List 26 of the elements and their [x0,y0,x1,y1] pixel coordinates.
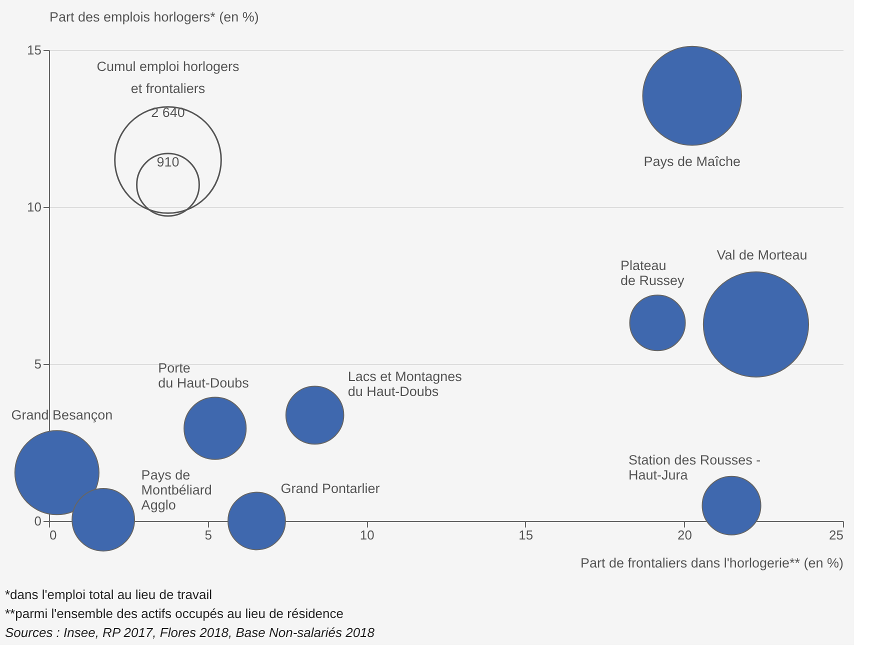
y-axis-title: Part des emplois horlogers* (en %) [50,10,259,24]
series-label: Val de Morteau [716,247,808,262]
x-tick-label: 0 [50,528,57,542]
x-tick-label: 5 [204,528,212,542]
x-tick-label: 25 [829,528,844,542]
legend-label: 910 [156,154,180,170]
source-note: Sources : Insee, RP 2017, Flores 2018, Base Non-salariés 2018 [5,625,376,640]
x-axis-title: Part de frontaliers dans l'horlogerie** (en %) [580,556,844,570]
series-label: Grand Pontarlier [280,481,380,496]
y-tick-label: 15 [27,42,42,58]
x-tick-label: 15 [518,528,534,542]
y-tick-label: 5 [34,356,42,372]
series-label: Station des Rousses - Haut-Jura [628,452,761,483]
text: **parmi l'ensemble des actifs occupés au lieu de résidence [5,606,344,621]
y-tick-label: 10 [27,200,42,214]
series-label: Pays de Maîche [644,154,741,169]
text: *dans l'emploi total au lieu de travail [5,587,212,602]
series-label: Porte du Haut-Doubs [158,360,250,390]
series-label: Pays de Montbéliard Agglo [141,468,212,513]
series-label: Plateau de Russey [620,258,685,288]
series-label: Grand Besançon [11,408,113,423]
x-tick-label: 10 [360,528,374,542]
y-tick-label: 0 [34,514,42,528]
x-tick-label: 20 [677,528,692,542]
legend-title: Cumul emploi horlogers et frontaliers [96,59,240,96]
series-label: Lacs et Montagnes du Haut-Doubs [348,369,462,400]
